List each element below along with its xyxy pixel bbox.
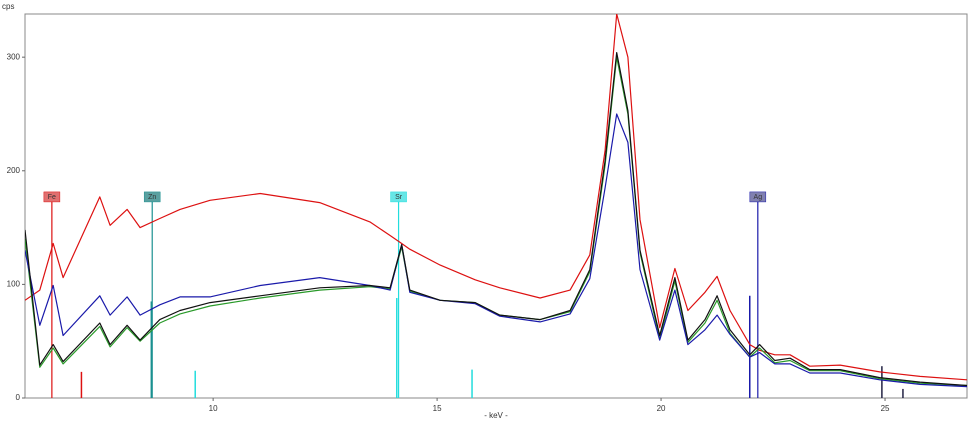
plot [25, 14, 967, 398]
y-axis-label: cps [2, 2, 14, 11]
x-axis-label: - keV - [484, 411, 508, 420]
element-label: Sr [395, 194, 403, 201]
y-tick-label: 300 [7, 52, 21, 61]
spectrum-line [25, 113, 967, 388]
element-label: Ag [754, 194, 763, 201]
spectrum-line [25, 56, 967, 387]
y-tick-label: 100 [7, 279, 21, 288]
element-label-box [143, 191, 161, 203]
element-label-box [43, 191, 61, 203]
y-tick-label: 200 [7, 166, 21, 175]
element-label-box [749, 191, 767, 203]
x-tick-label: 10 [209, 404, 218, 413]
spectrum-line [25, 14, 967, 381]
plot-frame [24, 13, 968, 399]
element-label: Zn [148, 194, 156, 201]
spectrum-line [25, 52, 967, 387]
element-label: Fe [48, 194, 56, 201]
y-tick-label: 0 [16, 393, 21, 402]
x-tick-label: 15 [433, 404, 442, 413]
x-tick-label: 20 [657, 404, 666, 413]
x-tick-label: 25 [881, 404, 890, 413]
element-label-box [390, 191, 407, 203]
